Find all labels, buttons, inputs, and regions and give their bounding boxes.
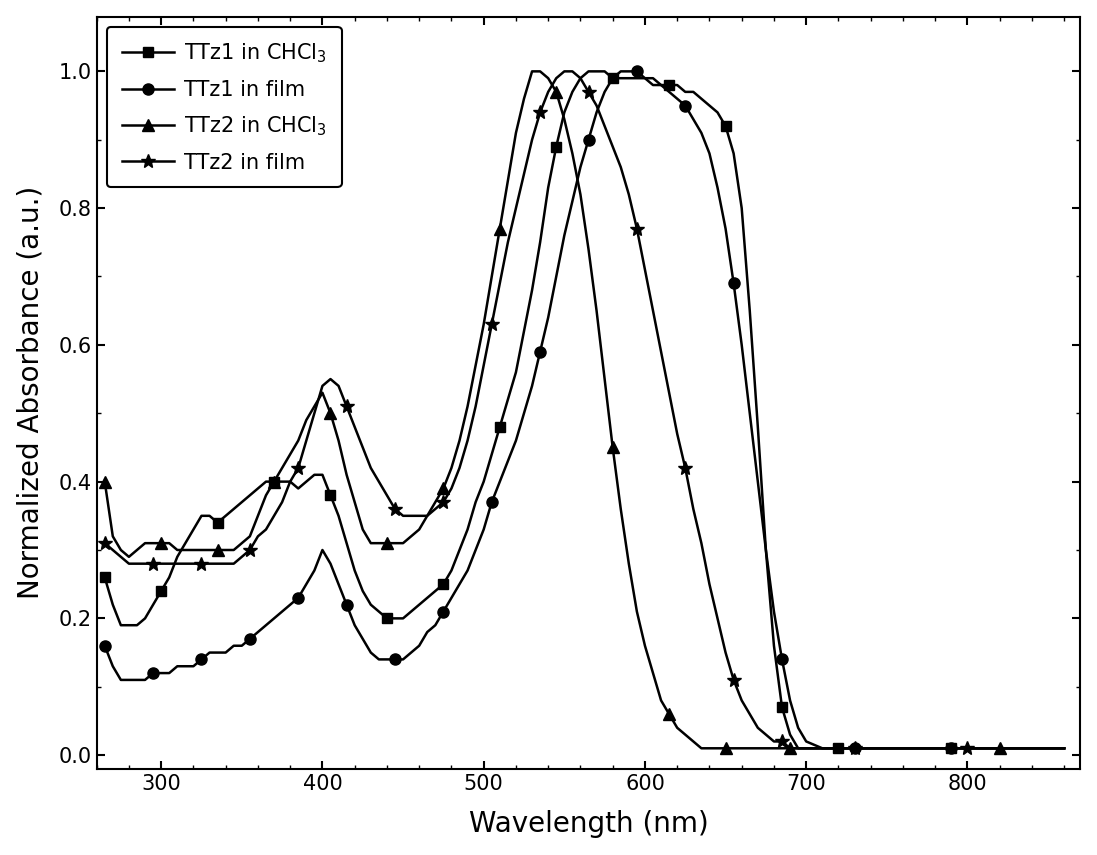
TTz2 in film bbox=[1058, 743, 1071, 753]
TTz1 in CHCl$_3$ bbox=[1058, 743, 1071, 753]
TTz2 in film bbox=[557, 66, 570, 76]
TTz2 in CHCl$_3$ bbox=[227, 545, 240, 555]
TTz2 in film bbox=[284, 476, 297, 486]
Y-axis label: Normalized Absorbance (a.u.): Normalized Absorbance (a.u.) bbox=[16, 186, 45, 599]
TTz1 in CHCl$_3$ bbox=[896, 743, 909, 753]
TTz2 in film bbox=[896, 743, 909, 753]
Line: TTz2 in film: TTz2 in film bbox=[98, 64, 1071, 755]
TTz1 in film bbox=[470, 545, 483, 555]
TTz2 in film bbox=[581, 86, 595, 97]
TTz2 in film bbox=[251, 531, 264, 541]
TTz1 in CHCl$_3$ bbox=[929, 743, 942, 753]
X-axis label: Wavelength (nm): Wavelength (nm) bbox=[468, 811, 709, 839]
TTz2 in film bbox=[509, 203, 522, 213]
Legend: TTz1 in CHCl$_3$, TTz1 in film, TTz2 in CHCl$_3$, TTz2 in film: TTz1 in CHCl$_3$, TTz1 in film, TTz2 in … bbox=[108, 27, 341, 187]
TTz2 in CHCl$_3$ bbox=[525, 66, 539, 76]
TTz2 in CHCl$_3$ bbox=[694, 743, 708, 753]
TTz1 in CHCl$_3$ bbox=[98, 572, 111, 582]
TTz1 in film bbox=[614, 66, 627, 76]
TTz1 in CHCl$_3$ bbox=[792, 743, 805, 753]
TTz2 in CHCl$_3$ bbox=[557, 114, 570, 124]
TTz1 in film bbox=[581, 134, 595, 144]
TTz2 in film bbox=[783, 743, 796, 753]
TTz1 in film bbox=[155, 668, 168, 678]
TTz1 in film bbox=[670, 93, 683, 103]
TTz1 in CHCl$_3$ bbox=[848, 743, 861, 753]
Line: TTz1 in CHCl$_3$: TTz1 in CHCl$_3$ bbox=[100, 67, 1070, 753]
TTz1 in film bbox=[711, 182, 724, 192]
TTz2 in CHCl$_3$ bbox=[1058, 743, 1071, 753]
TTz1 in film bbox=[98, 640, 111, 651]
TTz1 in film bbox=[816, 743, 829, 753]
TTz1 in film bbox=[1058, 743, 1071, 753]
Line: TTz1 in film: TTz1 in film bbox=[99, 66, 1070, 754]
TTz1 in CHCl$_3$ bbox=[880, 743, 893, 753]
TTz2 in CHCl$_3$ bbox=[670, 722, 683, 733]
Line: TTz2 in CHCl$_3$: TTz2 in CHCl$_3$ bbox=[99, 66, 1070, 754]
TTz2 in CHCl$_3$ bbox=[98, 476, 111, 486]
TTz2 in CHCl$_3$ bbox=[292, 435, 305, 445]
TTz1 in CHCl$_3$ bbox=[581, 66, 595, 76]
TTz2 in film bbox=[961, 743, 974, 753]
TTz1 in film bbox=[299, 579, 313, 589]
TTz1 in CHCl$_3$ bbox=[324, 490, 337, 500]
TTz1 in CHCl$_3$ bbox=[574, 73, 587, 83]
TTz2 in CHCl$_3$ bbox=[412, 524, 426, 534]
TTz2 in film bbox=[98, 538, 111, 548]
TTz2 in CHCl$_3$ bbox=[388, 538, 402, 548]
